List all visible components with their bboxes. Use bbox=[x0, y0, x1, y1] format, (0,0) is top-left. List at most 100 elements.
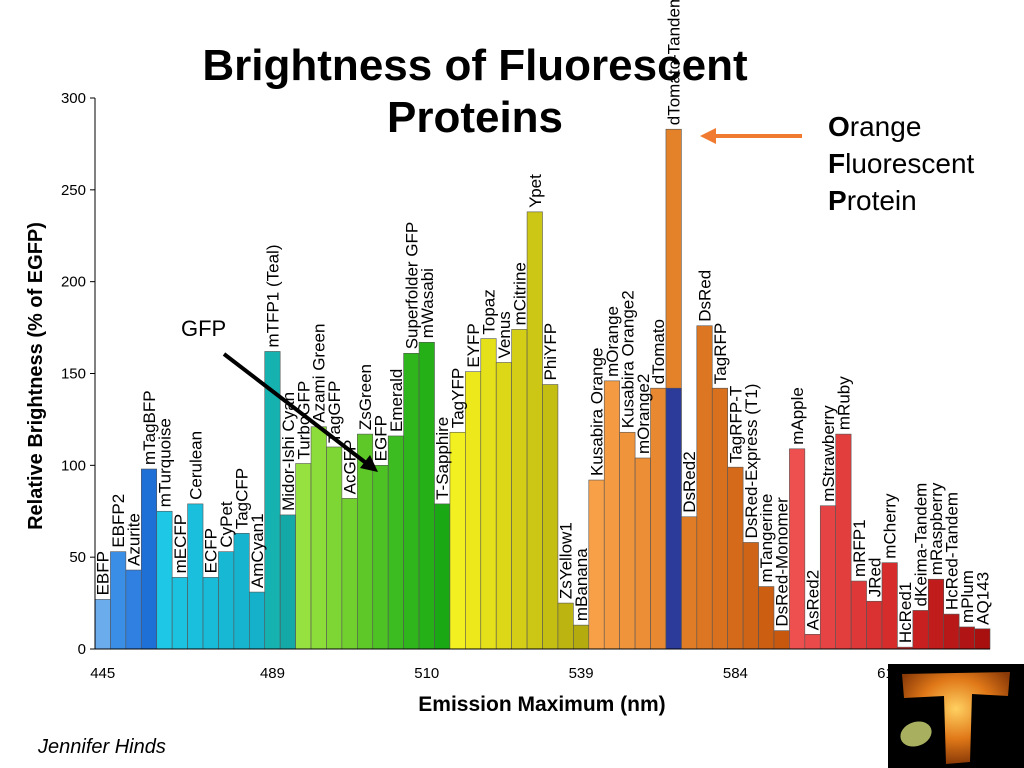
bar-kusabira-orange2 bbox=[619, 431, 636, 650]
bar-label-azami-green: Azami Green bbox=[310, 324, 329, 423]
bar-label-mtangerine: mTangerine bbox=[757, 494, 776, 583]
bar-azami-green bbox=[310, 426, 327, 650]
gfp-annotation: GFP bbox=[181, 316, 227, 341]
bar-azurite bbox=[125, 569, 142, 650]
title-line-2: Proteins bbox=[386, 93, 564, 142]
bar-label-tagrfp: TagRFP bbox=[711, 323, 730, 384]
bar-morange2 bbox=[634, 457, 651, 650]
bar-label-tagrfp-t: TagRFP-T bbox=[726, 386, 745, 463]
bar-ebfp bbox=[94, 599, 111, 650]
y-axis-label: Relative Brightness (% of EGFP) bbox=[25, 222, 47, 530]
ofp-line-orange: Orange bbox=[828, 111, 922, 142]
gfp-arrow bbox=[222, 352, 378, 472]
logo-image bbox=[888, 664, 1024, 768]
ofp-arrow bbox=[700, 128, 802, 144]
bar-label-mtagbfp: mTagBFP bbox=[140, 390, 159, 465]
x-tick-label-489: 489 bbox=[260, 665, 285, 682]
bar-dkeima-tandem bbox=[912, 610, 929, 650]
bar-label-dsred-monomer: DsRed-Monomer bbox=[773, 497, 792, 627]
bar-label-dtomato: dTomato bbox=[649, 319, 668, 384]
y-tick-label-200: 200 bbox=[61, 274, 86, 291]
bar-label-turbogfp: TurboGFP bbox=[294, 381, 313, 460]
bar-label-mcherry: mCherry bbox=[881, 493, 900, 559]
bar-label-hcred-tandem: HcRed-Tandem bbox=[942, 492, 961, 610]
x-axis-label: Emission Maximum (nm) bbox=[418, 693, 665, 716]
bar-label-mstrawberry: mStrawberry bbox=[819, 405, 838, 502]
chart-title: Brightness of Fluorescent Proteins bbox=[150, 40, 800, 144]
bar-turbogfp bbox=[295, 463, 312, 650]
bar-mecfp bbox=[171, 577, 188, 650]
bar-label-kusabira-orange: Kusabira Orange bbox=[588, 347, 607, 476]
bar-dsred2 bbox=[681, 516, 698, 650]
bar-label-eyfp: EYFP bbox=[464, 323, 483, 367]
bar-label-dsred2: DsRed2 bbox=[680, 451, 699, 512]
bar-label-ecfp: ECFP bbox=[202, 528, 221, 573]
bar-label-dsred: DsRed bbox=[696, 270, 715, 322]
bar-label-cerulean: Cerulean bbox=[186, 431, 205, 500]
bar-label-phiyfp: PhiYFP bbox=[541, 323, 560, 381]
bar-label-mcitrine: mCitrine bbox=[510, 262, 529, 325]
bar-t-sapphire bbox=[434, 503, 451, 650]
bar-label-dsred-express-t1: DsRed-Express (T1) bbox=[742, 384, 761, 539]
bar-mplum bbox=[958, 626, 975, 650]
bar-label-venus: Venus bbox=[495, 311, 514, 358]
bar-taggfp bbox=[326, 446, 343, 650]
bar-mtangerine bbox=[758, 586, 775, 650]
bar-amcyan1 bbox=[249, 591, 266, 650]
y-tick-label-0: 0 bbox=[78, 641, 86, 658]
bar-label-tagyfp: TagYFP bbox=[449, 368, 468, 428]
ofp-line-fluorescent: Fluorescent bbox=[828, 148, 975, 179]
bar-mruby bbox=[835, 433, 852, 650]
bar-dsred-express-t1 bbox=[742, 542, 759, 650]
bar-ebfp2 bbox=[110, 551, 127, 650]
bar-label-kusabira-orange2: Kusabira Orange2 bbox=[618, 290, 637, 428]
bar-label-mecfp: mECFP bbox=[171, 514, 190, 574]
y-tick-label-250: 250 bbox=[61, 182, 86, 199]
bar-label-hcred1: HcRed1 bbox=[896, 582, 915, 643]
bar-label-asred2: AsRed2 bbox=[804, 570, 823, 630]
bar-dtomato bbox=[650, 387, 667, 650]
bar-venus bbox=[495, 362, 512, 650]
bar-ecfp bbox=[202, 577, 219, 650]
bar-jred bbox=[866, 600, 883, 650]
bar-label-mbanana: mBanana bbox=[572, 548, 591, 621]
bar-label-cypet: CyPet bbox=[217, 501, 236, 548]
x-tick-label-539: 539 bbox=[569, 665, 594, 682]
axes-group: 050100150200250300445489510539584610 bbox=[61, 90, 990, 682]
bar-tagrfp bbox=[711, 387, 728, 650]
bar-topaz bbox=[480, 338, 497, 650]
bar-tagrfp-t bbox=[727, 466, 744, 650]
bar-mcherry bbox=[881, 562, 898, 650]
bar-mtagbfp bbox=[140, 468, 158, 650]
bar-label-ebfp2: EBFP2 bbox=[109, 494, 128, 548]
bar-mbanana bbox=[573, 624, 590, 650]
bar-hcred-tandem bbox=[943, 613, 960, 650]
bar-label-topaz: Topaz bbox=[479, 289, 498, 334]
bar-label-mrfp1: mRFP1 bbox=[850, 519, 869, 577]
bar-label-superfolder-gfp: Superfolder GFP bbox=[402, 222, 421, 350]
bar-dsred bbox=[696, 325, 713, 650]
y-tick-label-300: 300 bbox=[61, 90, 86, 107]
bar-mrfp1 bbox=[850, 580, 867, 650]
author-credit: Jennifer Hinds bbox=[38, 736, 166, 758]
bar-cerulean bbox=[187, 503, 204, 650]
bar-label-zsgreen: ZsGreen bbox=[356, 364, 375, 430]
bar-dsred-monomer bbox=[773, 630, 790, 650]
bar-superfolder-gfp bbox=[403, 352, 420, 650]
bar-mapple bbox=[789, 448, 806, 650]
bar-label-aq143: AQ143 bbox=[973, 572, 992, 625]
bar-mcitrine bbox=[511, 329, 528, 650]
bar-label-dtomato-tandem: dTomato-Tandem bbox=[665, 0, 684, 125]
bar-label-taggfp: TagGFP bbox=[325, 381, 344, 443]
bar-overlay-dtomato bbox=[665, 387, 682, 650]
bar-label-dkeima-tandem: dKeima-Tandem bbox=[912, 483, 931, 607]
bar-label-mtfp1-teal: mTFP1 (Teal) bbox=[263, 244, 282, 347]
title-line-1: Brightness of Fluorescent bbox=[202, 41, 748, 90]
bar-cypet bbox=[218, 551, 235, 650]
bar-mturquoise bbox=[156, 510, 173, 650]
bar-tagyfp bbox=[449, 431, 466, 650]
bar-label-emerald: Emerald bbox=[387, 369, 406, 432]
bar-label-amcyan1: AmCyan1 bbox=[248, 513, 267, 588]
